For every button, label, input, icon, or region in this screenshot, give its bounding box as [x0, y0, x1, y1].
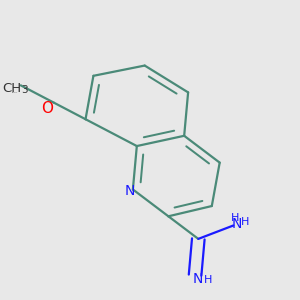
- Text: 3: 3: [21, 85, 28, 95]
- Text: H: H: [241, 217, 249, 227]
- Text: CH: CH: [2, 82, 22, 95]
- Text: H: H: [231, 213, 239, 223]
- Text: methoxy: methoxy: [12, 92, 18, 93]
- Text: N: N: [124, 184, 135, 198]
- Text: N: N: [232, 217, 242, 231]
- Text: H: H: [204, 275, 212, 285]
- Text: O: O: [41, 101, 53, 116]
- Text: N: N: [193, 272, 203, 286]
